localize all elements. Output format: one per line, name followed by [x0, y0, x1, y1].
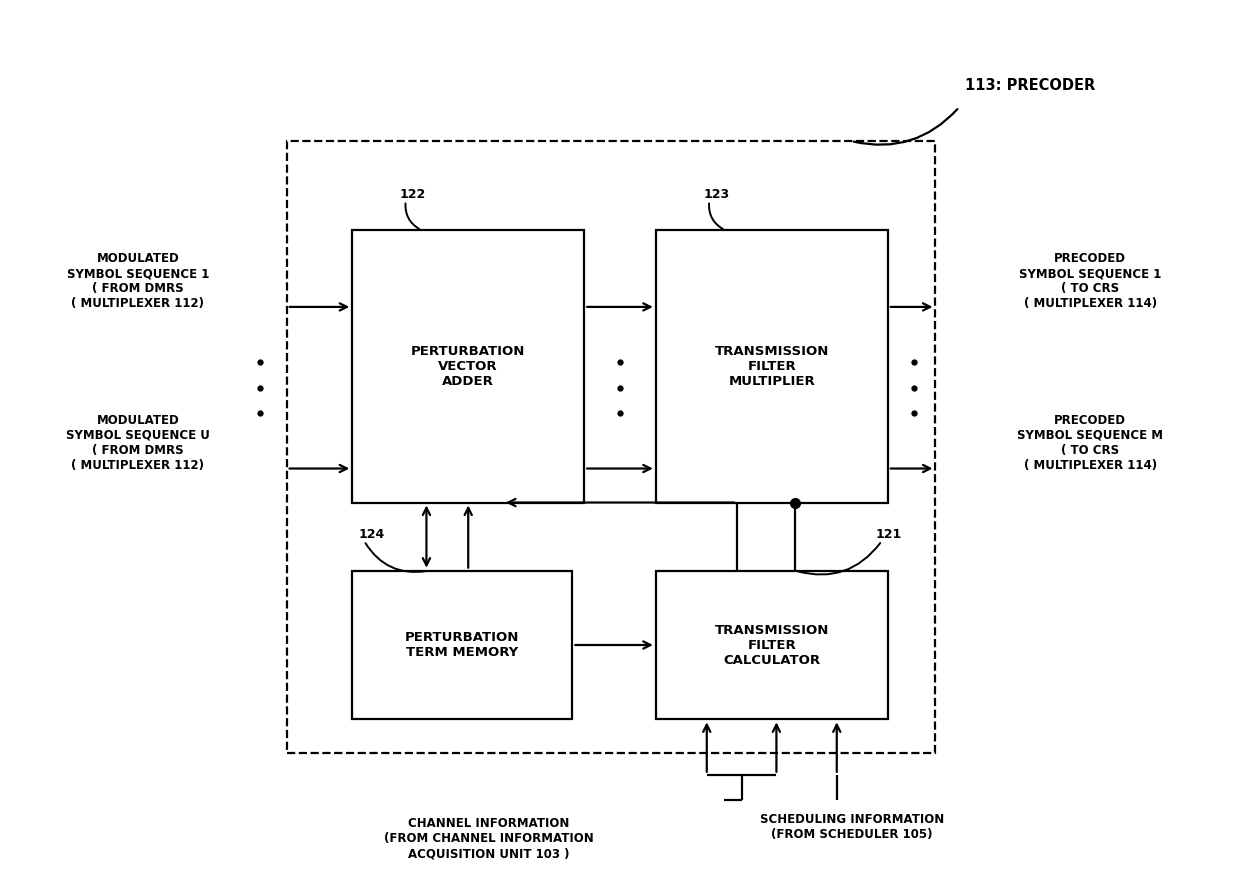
Bar — [286, 141, 935, 753]
Text: 124: 124 — [358, 528, 384, 540]
Text: CHANNEL INFORMATION
(FROM CHANNEL INFORMATION
ACQUISITION UNIT 103 ): CHANNEL INFORMATION (FROM CHANNEL INFORM… — [384, 817, 594, 860]
Text: PRECODED
SYMBOL SEQUENCE M
( TO CRS
( MULTIPLEXER 114): PRECODED SYMBOL SEQUENCE M ( TO CRS ( MU… — [1017, 414, 1163, 472]
Text: TRANSMISSION
FILTER
MULTIPLIER: TRANSMISSION FILTER MULTIPLIER — [714, 345, 830, 388]
Bar — [656, 571, 888, 719]
Text: 123: 123 — [703, 188, 729, 200]
Text: TRANSMISSION
FILTER
CALCULATOR: TRANSMISSION FILTER CALCULATOR — [714, 624, 830, 666]
Bar — [352, 230, 584, 502]
Text: PERTURBATION
TERM MEMORY: PERTURBATION TERM MEMORY — [405, 631, 520, 659]
Text: PERTURBATION
VECTOR
ADDER: PERTURBATION VECTOR ADDER — [410, 345, 526, 388]
Text: SCHEDULING INFORMATION
(FROM SCHEDULER 105): SCHEDULING INFORMATION (FROM SCHEDULER 1… — [760, 813, 944, 841]
Bar — [656, 230, 888, 502]
Text: PRECODED
SYMBOL SEQUENCE 1
( TO CRS
( MULTIPLEXER 114): PRECODED SYMBOL SEQUENCE 1 ( TO CRS ( MU… — [1019, 253, 1162, 310]
Bar — [352, 571, 573, 719]
Text: 121: 121 — [875, 528, 903, 540]
Text: 113: PRECODER: 113: PRECODER — [965, 78, 1095, 93]
Text: 122: 122 — [399, 188, 427, 200]
Text: MODULATED
SYMBOL SEQUENCE U
( FROM DMRS
( MULTIPLEXER 112): MODULATED SYMBOL SEQUENCE U ( FROM DMRS … — [66, 414, 210, 472]
Text: MODULATED
SYMBOL SEQUENCE 1
( FROM DMRS
( MULTIPLEXER 112): MODULATED SYMBOL SEQUENCE 1 ( FROM DMRS … — [67, 253, 210, 310]
